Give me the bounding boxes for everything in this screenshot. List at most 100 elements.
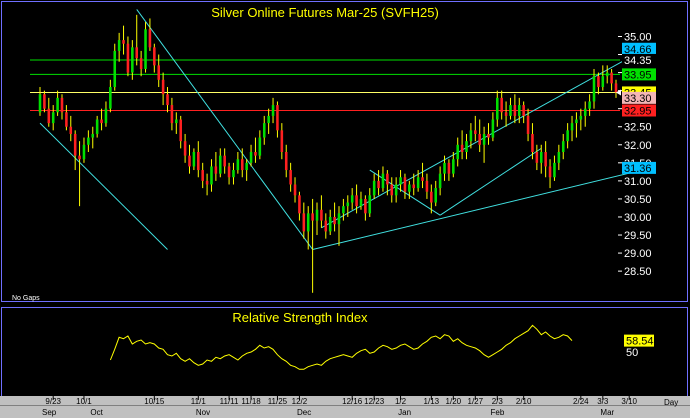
candle-body xyxy=(51,112,55,124)
month-label: Feb xyxy=(490,408,504,417)
candle-body xyxy=(553,162,556,178)
candle-body xyxy=(478,133,481,145)
price-tick-label: 31.00 xyxy=(624,176,652,188)
candle-body xyxy=(390,184,394,196)
candle-body xyxy=(513,105,517,116)
candle-body xyxy=(482,133,486,145)
candle-body xyxy=(218,155,222,174)
candle-body xyxy=(280,130,284,152)
month-label: Jan xyxy=(398,408,411,417)
candle-body xyxy=(509,105,512,116)
date-tick-label: 11/25 xyxy=(268,397,288,406)
candle-body xyxy=(236,159,240,171)
candle-body xyxy=(43,94,46,109)
no-gaps-note: No Gaps xyxy=(12,295,40,302)
main-panel-border xyxy=(1,1,688,302)
date-tick-label: 12/2 xyxy=(292,397,308,406)
candle-body xyxy=(517,105,521,116)
candle-body xyxy=(245,162,248,171)
date-tick-label: 11/1 xyxy=(191,397,207,406)
candle-body xyxy=(188,155,191,167)
price-label-box xyxy=(622,53,656,66)
month-label: Nov xyxy=(196,408,210,417)
candle-body xyxy=(113,50,117,88)
candle-body xyxy=(575,119,578,124)
candle-body xyxy=(346,202,350,207)
candle-body xyxy=(438,173,442,189)
candle-body xyxy=(350,195,354,203)
candle-body xyxy=(425,180,429,192)
candle-body xyxy=(249,152,253,163)
price-tick-label: 28.50 xyxy=(624,266,652,278)
date-tick-label: 9/23 xyxy=(45,397,61,406)
date-tick-label: 11/11 xyxy=(220,397,239,406)
candle-body xyxy=(447,162,451,174)
trendline xyxy=(39,122,168,250)
date-axis-layer: 9/23 10/1 10/15 11/1 11/11 11/18 11/25 12/2 12/1… xyxy=(42,396,638,417)
candle-body xyxy=(465,141,468,152)
candle-body xyxy=(333,216,336,225)
candle-body xyxy=(148,29,152,48)
price-label-box xyxy=(622,42,656,55)
candle-body xyxy=(605,72,609,77)
rsi-title: Relative Strength Index xyxy=(232,310,368,325)
candle-body xyxy=(183,141,187,156)
candle-body xyxy=(254,152,257,156)
candle-body xyxy=(267,115,270,124)
candle-body xyxy=(126,43,130,73)
candle-body xyxy=(192,152,196,167)
candle-body xyxy=(460,144,464,152)
price-label-box xyxy=(622,161,656,174)
candle-body xyxy=(100,119,103,124)
candle-body xyxy=(570,123,574,131)
candle-body xyxy=(201,170,204,181)
price-label-text: 33.95 xyxy=(624,69,652,81)
candle-body xyxy=(456,144,459,160)
candle-body xyxy=(474,130,477,134)
candle-body xyxy=(443,162,446,174)
price-label-text: 34.66 xyxy=(624,44,652,56)
candle-body xyxy=(394,184,398,196)
price-label-text: 32.95 xyxy=(624,105,652,117)
candle-body xyxy=(601,76,605,88)
date-tick-label: 3/3 xyxy=(597,397,609,406)
candle-body xyxy=(566,130,569,142)
candle-body xyxy=(302,213,306,232)
date-tick-label: 2/10 xyxy=(516,397,532,406)
candle-body xyxy=(271,105,275,116)
candle-body xyxy=(377,180,380,189)
candle-body xyxy=(614,83,618,93)
date-tick-label: 12/16 xyxy=(342,397,363,406)
candle-body xyxy=(166,94,169,106)
price-tick-label: 35.00 xyxy=(624,31,652,43)
date-tick-label: 11/18 xyxy=(241,397,261,406)
candle-body xyxy=(56,97,59,113)
candle-body xyxy=(104,108,108,124)
date-tick-label: 1/20 xyxy=(446,397,462,406)
price-tick-label: 29.00 xyxy=(624,248,652,260)
candle-body xyxy=(69,126,73,134)
price-label-text: 34.35 xyxy=(624,55,652,67)
candle-body xyxy=(197,152,200,171)
date-tick-label: 1/27 xyxy=(468,397,484,406)
price-label-box xyxy=(622,104,656,117)
candle-body xyxy=(364,198,367,214)
candle-body xyxy=(610,72,613,84)
trendline xyxy=(312,167,652,250)
month-label: Mar xyxy=(600,408,614,417)
candle-body xyxy=(135,47,139,59)
price-tick-label: 32.00 xyxy=(624,140,652,152)
price-chart-title: Silver Online Futures Mar-25 (SVFH25) xyxy=(211,5,439,20)
candle-body xyxy=(82,144,86,160)
candle-body xyxy=(144,29,147,69)
date-tick-label: 10/15 xyxy=(144,397,165,406)
date-tick-label: 1/13 xyxy=(424,397,440,406)
candle-body xyxy=(544,152,547,167)
candle-body xyxy=(223,155,226,167)
candle-body xyxy=(210,166,213,185)
candle-body xyxy=(240,159,244,171)
candle-body xyxy=(487,133,490,138)
